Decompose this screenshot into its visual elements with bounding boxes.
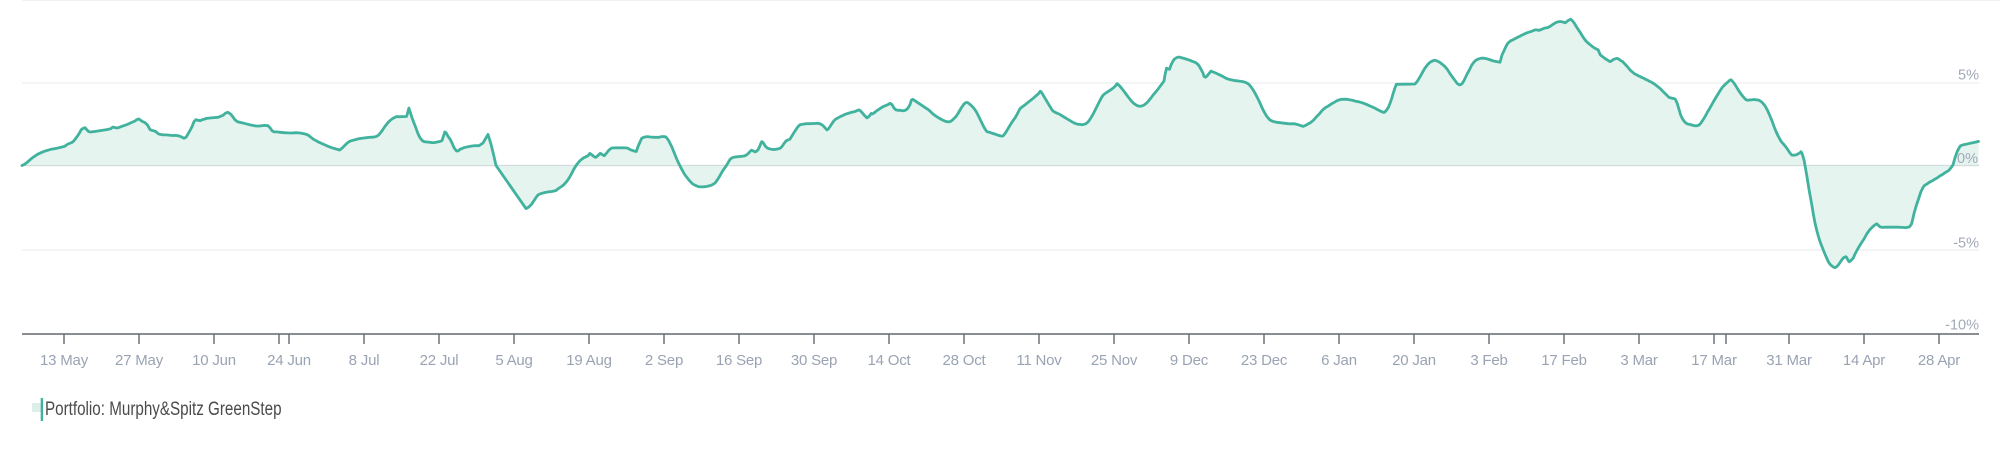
svg-text:14 Oct: 14 Oct xyxy=(868,352,912,369)
svg-text:13 May: 13 May xyxy=(40,352,89,369)
svg-text:-10%: -10% xyxy=(1945,318,1979,334)
svg-text:23 Dec: 23 Dec xyxy=(1241,352,1288,369)
svg-text:3 Feb: 3 Feb xyxy=(1470,352,1507,369)
svg-text:28 Apr: 28 Apr xyxy=(1918,352,1960,369)
svg-text:5%: 5% xyxy=(1958,68,1979,84)
svg-text:22 Jul: 22 Jul xyxy=(420,352,459,369)
svg-text:20 Jan: 20 Jan xyxy=(1392,352,1436,369)
svg-text:-5%: -5% xyxy=(1953,236,1979,252)
svg-text:2 Sep: 2 Sep xyxy=(645,352,683,369)
svg-text:31 Mar: 31 Mar xyxy=(1766,352,1812,369)
svg-text:24 Jun: 24 Jun xyxy=(267,352,311,369)
svg-text:10 Jun: 10 Jun xyxy=(192,352,236,369)
svg-text:5 Aug: 5 Aug xyxy=(495,352,532,369)
svg-text:16 Sep: 16 Sep xyxy=(716,352,762,369)
svg-text:27 May: 27 May xyxy=(115,352,164,369)
svg-text:25 Nov: 25 Nov xyxy=(1091,352,1138,369)
svg-text:28 Oct: 28 Oct xyxy=(943,352,987,369)
svg-text:11 Nov: 11 Nov xyxy=(1016,352,1062,369)
svg-text:8 Jul: 8 Jul xyxy=(349,352,380,369)
svg-text:17 Feb: 17 Feb xyxy=(1541,352,1587,369)
svg-text:30 Sep: 30 Sep xyxy=(791,352,837,369)
svg-text:0%: 0% xyxy=(1957,151,1978,167)
svg-text:6 Jan: 6 Jan xyxy=(1321,352,1357,369)
svg-text:3 Mar: 3 Mar xyxy=(1620,352,1658,369)
svg-text:9 Dec: 9 Dec xyxy=(1170,352,1209,369)
svg-text:19 Aug: 19 Aug xyxy=(566,352,612,369)
svg-text:14 Apr: 14 Apr xyxy=(1843,352,1885,369)
svg-text:17 Mar: 17 Mar xyxy=(1691,352,1737,369)
